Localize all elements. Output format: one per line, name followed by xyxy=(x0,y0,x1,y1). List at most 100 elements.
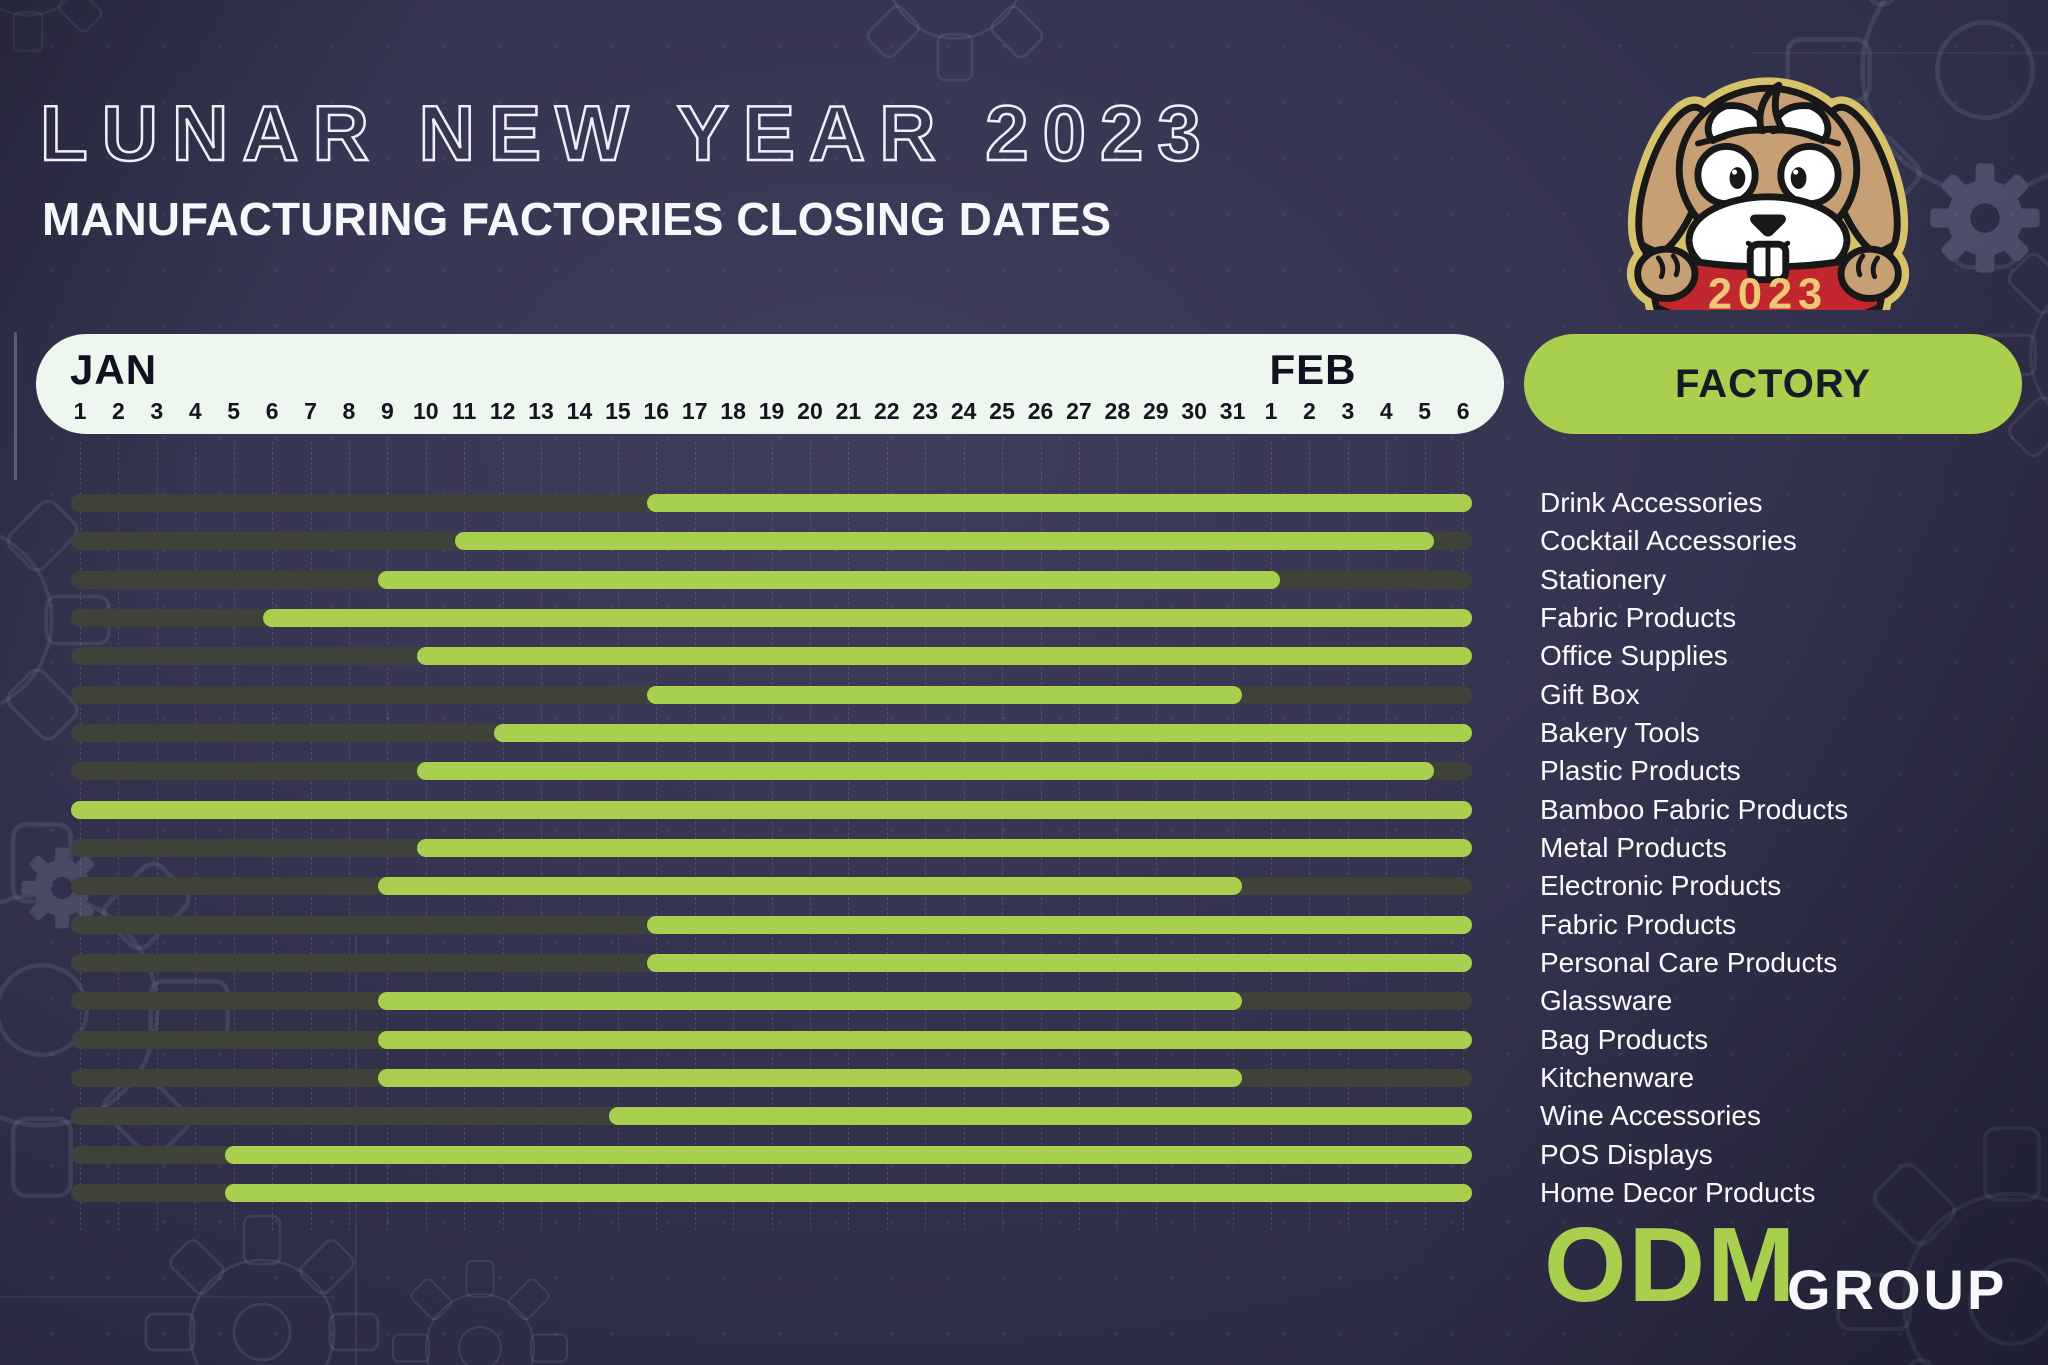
factory-label: Fabric Products xyxy=(1540,908,1737,940)
timeline-day: 1 xyxy=(1264,398,1278,424)
factory-label: Fabric Products xyxy=(1540,601,1737,633)
gridline xyxy=(1078,442,1080,1230)
gridline xyxy=(348,442,350,1230)
closing-dates-bar xyxy=(378,1068,1242,1087)
timeline-day: 6 xyxy=(1456,398,1470,424)
timeline-day: 10 xyxy=(412,398,439,424)
factory-label: Gift Box xyxy=(1540,678,1640,710)
gridline xyxy=(1117,442,1119,1230)
timeline-day: 30 xyxy=(1181,398,1207,424)
closing-dates-bar xyxy=(455,532,1434,551)
closing-dates-bar xyxy=(378,877,1242,896)
timeline-day: 22 xyxy=(874,398,900,424)
rabbit-left-paw xyxy=(1634,245,1699,302)
timeline-day: 5 xyxy=(227,398,241,424)
factory-label: Bamboo Fabric Products xyxy=(1540,793,1849,825)
timeline-day: 7 xyxy=(304,398,317,424)
timeline-day: 14 xyxy=(566,398,593,424)
timeline-day: 5 xyxy=(1418,398,1432,424)
odm-logo: ODM xyxy=(1544,1206,1798,1324)
gridline xyxy=(1424,442,1426,1230)
closing-dates-bar xyxy=(416,762,1434,781)
gridline xyxy=(1194,442,1196,1230)
timeline-day: 9 xyxy=(380,398,394,424)
closing-dates-bar xyxy=(378,570,1281,589)
timeline-day: 26 xyxy=(1027,398,1054,424)
page-subtitle: MANUFACTURING FACTORIES CLOSING DATES xyxy=(42,193,1112,245)
gridline xyxy=(809,442,811,1230)
rabbit-nose xyxy=(1750,214,1786,237)
timeline-day: 23 xyxy=(912,398,939,424)
timeline-day: 2 xyxy=(112,398,125,424)
timeline-day: 25 xyxy=(989,398,1015,424)
gridline xyxy=(541,442,543,1230)
timeline-day: 21 xyxy=(835,398,862,424)
timeline-day: 12 xyxy=(489,398,516,424)
gridline xyxy=(502,442,504,1230)
timeline-day: 3 xyxy=(150,398,164,424)
factory-label: Home Decor Products xyxy=(1540,1176,1816,1208)
timeline-day: 13 xyxy=(528,398,554,424)
timeline-header: JAN FEB 1 2 3 4 5 6 7 8 9 10 11 12 13 14 15 16 17 18 19 20 2… xyxy=(36,334,1504,434)
timeline-day: 18 xyxy=(720,398,746,424)
factory-label: Kitchenware xyxy=(1540,1061,1695,1093)
closing-dates-bar xyxy=(378,992,1242,1011)
timeline-day: 16 xyxy=(643,398,670,424)
timeline-day: 27 xyxy=(1066,398,1092,424)
gridline xyxy=(310,442,312,1230)
month-label-feb: FEB xyxy=(1269,346,1357,393)
gridline xyxy=(118,442,120,1230)
closing-dates-bar xyxy=(224,1183,1473,1202)
page-title: LUNAR NEW YEAR 2023 xyxy=(39,88,1215,179)
timeline-day: 29 xyxy=(1142,398,1169,424)
closing-dates-bar xyxy=(608,1107,1473,1126)
timeline-day: 8 xyxy=(342,398,356,424)
factory-label: Wine Accessories xyxy=(1540,1100,1761,1132)
gridline xyxy=(464,442,466,1230)
factory-label: Drink Accessories xyxy=(1540,487,1763,518)
gridline xyxy=(156,442,158,1230)
gridline xyxy=(1386,442,1388,1230)
closing-dates-bar xyxy=(647,953,1473,972)
factory-label: Glassware xyxy=(1540,985,1673,1017)
timeline-day: 24 xyxy=(950,398,977,424)
odm-logo-group-text: GROUP xyxy=(1787,1258,2008,1321)
gridline xyxy=(771,442,773,1230)
gridline xyxy=(694,442,696,1230)
gridline xyxy=(1155,442,1157,1230)
gridline xyxy=(1040,442,1042,1230)
closing-dates-bar xyxy=(71,800,1473,819)
closing-dates-bar xyxy=(493,723,1473,742)
factory-label: POS Displays xyxy=(1540,1138,1713,1170)
gridline xyxy=(617,442,619,1230)
gridline xyxy=(80,442,81,1230)
gridline xyxy=(1463,442,1465,1230)
factory-label: Bag Products xyxy=(1540,1023,1709,1055)
gridline xyxy=(233,442,235,1230)
gridline xyxy=(195,442,197,1230)
factory-label: Cocktail Accessories xyxy=(1540,525,1797,557)
gridline xyxy=(1002,442,1004,1230)
timeline-day: 15 xyxy=(605,398,631,424)
timeline-day: 11 xyxy=(452,398,477,424)
gridline xyxy=(1347,442,1349,1230)
gridline xyxy=(1309,442,1311,1230)
factory-column-header: FACTORY xyxy=(1524,334,2022,434)
gridline xyxy=(579,442,581,1230)
timeline-day: 6 xyxy=(265,398,279,424)
gridline xyxy=(425,442,427,1230)
timeline-day: 1 xyxy=(73,398,87,424)
closing-dates-bar xyxy=(263,608,1473,627)
timeline-day: 31 xyxy=(1219,398,1246,424)
gridline xyxy=(925,442,927,1230)
gridline xyxy=(886,442,888,1230)
gridline xyxy=(1232,442,1234,1230)
timeline-day: 19 xyxy=(758,398,785,424)
rabbit-right-paw xyxy=(1837,245,1902,302)
closing-dates-bar xyxy=(647,915,1473,934)
closing-dates-bar xyxy=(647,494,1473,512)
gridline xyxy=(733,442,735,1230)
timeline-day: 3 xyxy=(1341,398,1355,424)
